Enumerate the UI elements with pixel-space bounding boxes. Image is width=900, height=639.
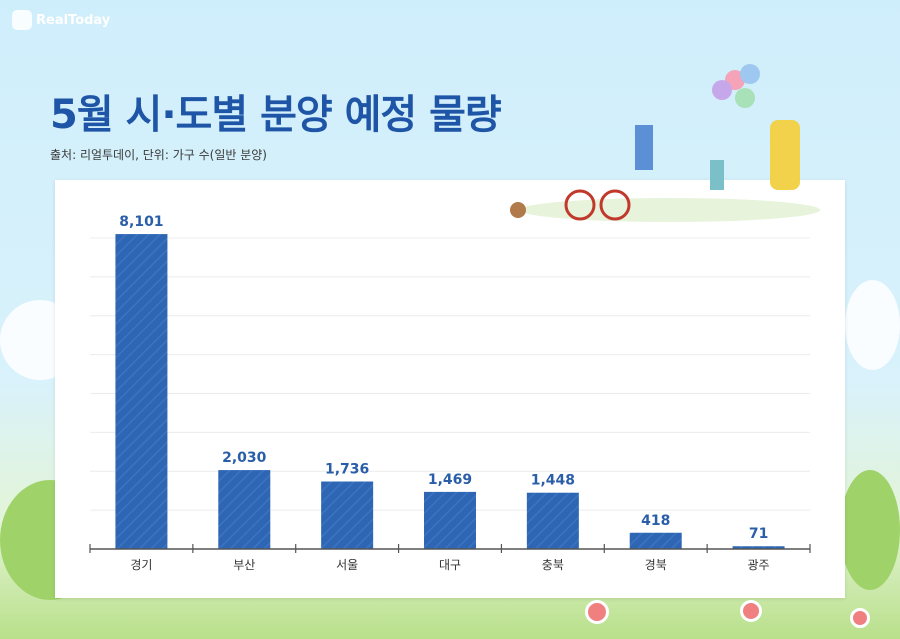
chart-card: 8,101 경기 2,030 부산 1,736 서울 1,469 대구 1,448 충북 418 경북…: [55, 180, 845, 598]
value-label: 71: [749, 526, 768, 542]
value-label: 2,030: [222, 450, 267, 466]
category-label: 부산: [233, 558, 255, 572]
cloud-decoration: [845, 280, 900, 370]
family-illustration: [510, 64, 820, 222]
value-label: 418: [641, 513, 670, 529]
brand-logo: RealToday: [12, 10, 110, 30]
logo-icon: [12, 10, 32, 30]
brand-name: RealToday: [36, 12, 111, 28]
value-label: 1,736: [325, 462, 369, 478]
bar-부산: [218, 470, 271, 549]
bar-대구: [424, 491, 476, 549]
flower-decoration: [850, 608, 870, 628]
source-note: 출처: 리얼투데이, 단위: 가구 수(일반 분양): [50, 148, 267, 162]
bar-서울: [321, 481, 374, 549]
flower-decoration: [585, 600, 609, 624]
page-title: 5월 시·도별 분양 예정 물량: [50, 92, 502, 138]
bar-광주: [732, 546, 785, 549]
bar-경기: [115, 234, 168, 550]
category-label: 광주: [748, 558, 770, 572]
bar-chart: 8,101 경기 2,030 부산 1,736 서울 1,469 대구 1,448 충북 418 경북…: [89, 214, 811, 572]
value-label: 8,101: [119, 214, 163, 230]
category-label: 경기: [130, 558, 152, 572]
bar-충북: [526, 492, 579, 549]
category-label: 서울: [336, 558, 358, 572]
value-label: 1,448: [531, 473, 575, 489]
category-label: 대구: [439, 558, 461, 572]
category-label: 충북: [542, 558, 564, 572]
bar-경북: [629, 532, 682, 549]
category-label: 경북: [645, 558, 667, 572]
flower-decoration: [740, 600, 762, 622]
hill-decoration: [840, 470, 900, 590]
value-label: 1,469: [428, 472, 472, 488]
